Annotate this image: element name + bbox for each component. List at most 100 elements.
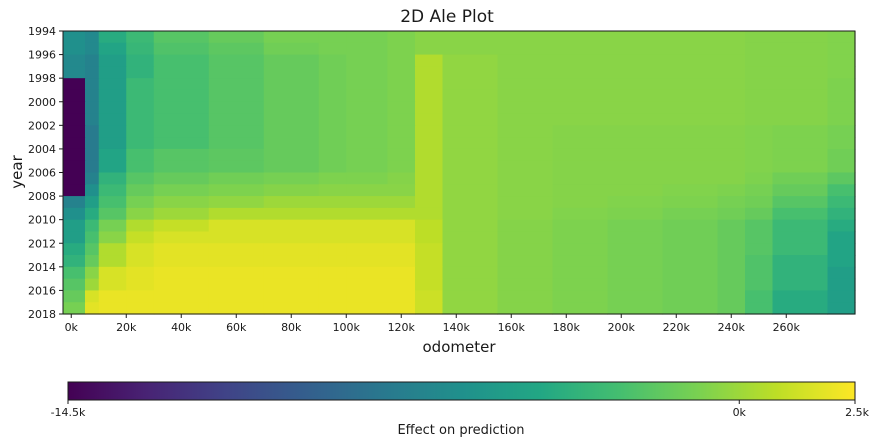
- heatmap-cell: [607, 243, 664, 256]
- heatmap-cell: [85, 54, 100, 67]
- heatmap-cell: [63, 172, 86, 185]
- heatmap-cell: [263, 101, 320, 115]
- heatmap-cell: [387, 137, 416, 150]
- heatmap-cell: [63, 101, 86, 115]
- heatmap-cell: [497, 172, 554, 185]
- heatmap-cell: [98, 219, 127, 233]
- heatmap-cell: [717, 137, 746, 150]
- heatmap-cell: [346, 302, 389, 315]
- heatmap-cell: [827, 278, 856, 292]
- heatmap-cell: [98, 302, 127, 315]
- heatmap-cell: [153, 231, 210, 244]
- heatmap-cell: [318, 243, 347, 256]
- heatmap-cell: [745, 78, 774, 91]
- heatmap-cell: [85, 101, 100, 115]
- heatmap-cell: [552, 278, 609, 292]
- heatmap-cell: [85, 78, 100, 91]
- heatmap-cell: [85, 125, 100, 138]
- heatmap-cell: [263, 160, 320, 174]
- heatmap-cell: [745, 125, 774, 138]
- heatmap-cell: [415, 66, 444, 79]
- heatmap-cell: [607, 66, 664, 79]
- heatmap-cell: [717, 148, 746, 162]
- heatmap-cell: [126, 101, 155, 115]
- heatmap-cell: [153, 290, 210, 303]
- y-tick-label: 2000: [28, 96, 56, 109]
- heatmap-cell: [772, 231, 829, 244]
- heatmap-cell: [85, 255, 100, 268]
- heatmap-cell: [98, 125, 127, 138]
- heatmap-cell: [827, 137, 856, 150]
- heatmap-cell: [442, 172, 499, 185]
- heatmap-cell: [63, 231, 86, 244]
- heatmap-cell: [346, 31, 389, 44]
- heatmap-cell: [717, 42, 746, 56]
- heatmap-cell: [607, 266, 664, 280]
- heatmap-cell: [263, 207, 320, 221]
- heatmap-cell: [63, 266, 86, 280]
- heatmap-cell: [153, 89, 210, 103]
- heatmap-cell: [607, 89, 664, 103]
- heatmap-cell: [263, 243, 320, 256]
- heatmap-cell: [415, 172, 444, 185]
- heatmap-cell: [442, 219, 499, 233]
- heatmap-cell: [208, 125, 265, 138]
- heatmap-cell: [662, 54, 719, 67]
- heatmap-cell: [607, 148, 664, 162]
- heatmap-cell: [772, 89, 829, 103]
- heatmap-cell: [717, 160, 746, 174]
- heatmap-cell: [745, 113, 774, 126]
- heatmap-cell: [607, 78, 664, 91]
- heatmap-cell: [662, 78, 719, 91]
- colorbar-tick-label: 2.5k: [845, 406, 869, 419]
- heatmap-cell: [318, 196, 347, 209]
- heatmap-cell: [263, 255, 320, 268]
- heatmap-cell: [717, 255, 746, 268]
- heatmap-cell: [552, 137, 609, 150]
- x-tick-label: 200k: [608, 321, 636, 334]
- heatmap-cell: [208, 184, 265, 197]
- heatmap-cell: [607, 184, 664, 197]
- heatmap-cell: [387, 101, 416, 115]
- heatmap-cell: [387, 266, 416, 280]
- heatmap-cell: [717, 196, 746, 209]
- heatmap-cell: [497, 89, 554, 103]
- heatmap-cell: [126, 113, 155, 126]
- heatmap-cell: [387, 184, 416, 197]
- heatmap-cell: [318, 172, 347, 185]
- heatmap-cell: [717, 243, 746, 256]
- heatmap-cell: [745, 31, 774, 44]
- heatmap-cell: [318, 290, 347, 303]
- heatmap-cell: [662, 101, 719, 115]
- heatmap-cell: [318, 219, 347, 233]
- heatmap-cell: [85, 290, 100, 303]
- heatmap-cell: [827, 243, 856, 256]
- heatmap-cell: [772, 78, 829, 91]
- heatmap-cell: [98, 255, 127, 268]
- heatmap-cell: [717, 89, 746, 103]
- heatmap-cell: [63, 160, 86, 174]
- heatmap-cell: [63, 278, 86, 292]
- heatmap-cell: [745, 278, 774, 292]
- heatmap-cell: [85, 66, 100, 79]
- heatmap-cell: [717, 101, 746, 115]
- heatmap-cell: [415, 243, 444, 256]
- heatmap-cell: [263, 231, 320, 244]
- heatmap-cell: [98, 148, 127, 162]
- heatmap-cell: [153, 125, 210, 138]
- heatmap-cell: [827, 266, 856, 280]
- heatmap-cell: [98, 54, 127, 67]
- y-axis: 1994 1996 1998 2000 2002 2004 2006 2008 2010 2012…: [28, 25, 63, 321]
- heatmap-cell: [153, 184, 210, 197]
- heatmap-cell: [415, 89, 444, 103]
- heatmap-cell: [208, 148, 265, 162]
- heatmap-cell: [346, 101, 389, 115]
- heatmap-cell: [263, 54, 320, 67]
- heatmap-cell: [126, 54, 155, 67]
- heatmap-cell: [415, 137, 444, 150]
- heatmap-cell: [772, 148, 829, 162]
- heatmap-cell: [98, 89, 127, 103]
- heatmap-cell: [827, 113, 856, 126]
- heatmap-cell: [497, 184, 554, 197]
- heatmap-cell: [827, 207, 856, 221]
